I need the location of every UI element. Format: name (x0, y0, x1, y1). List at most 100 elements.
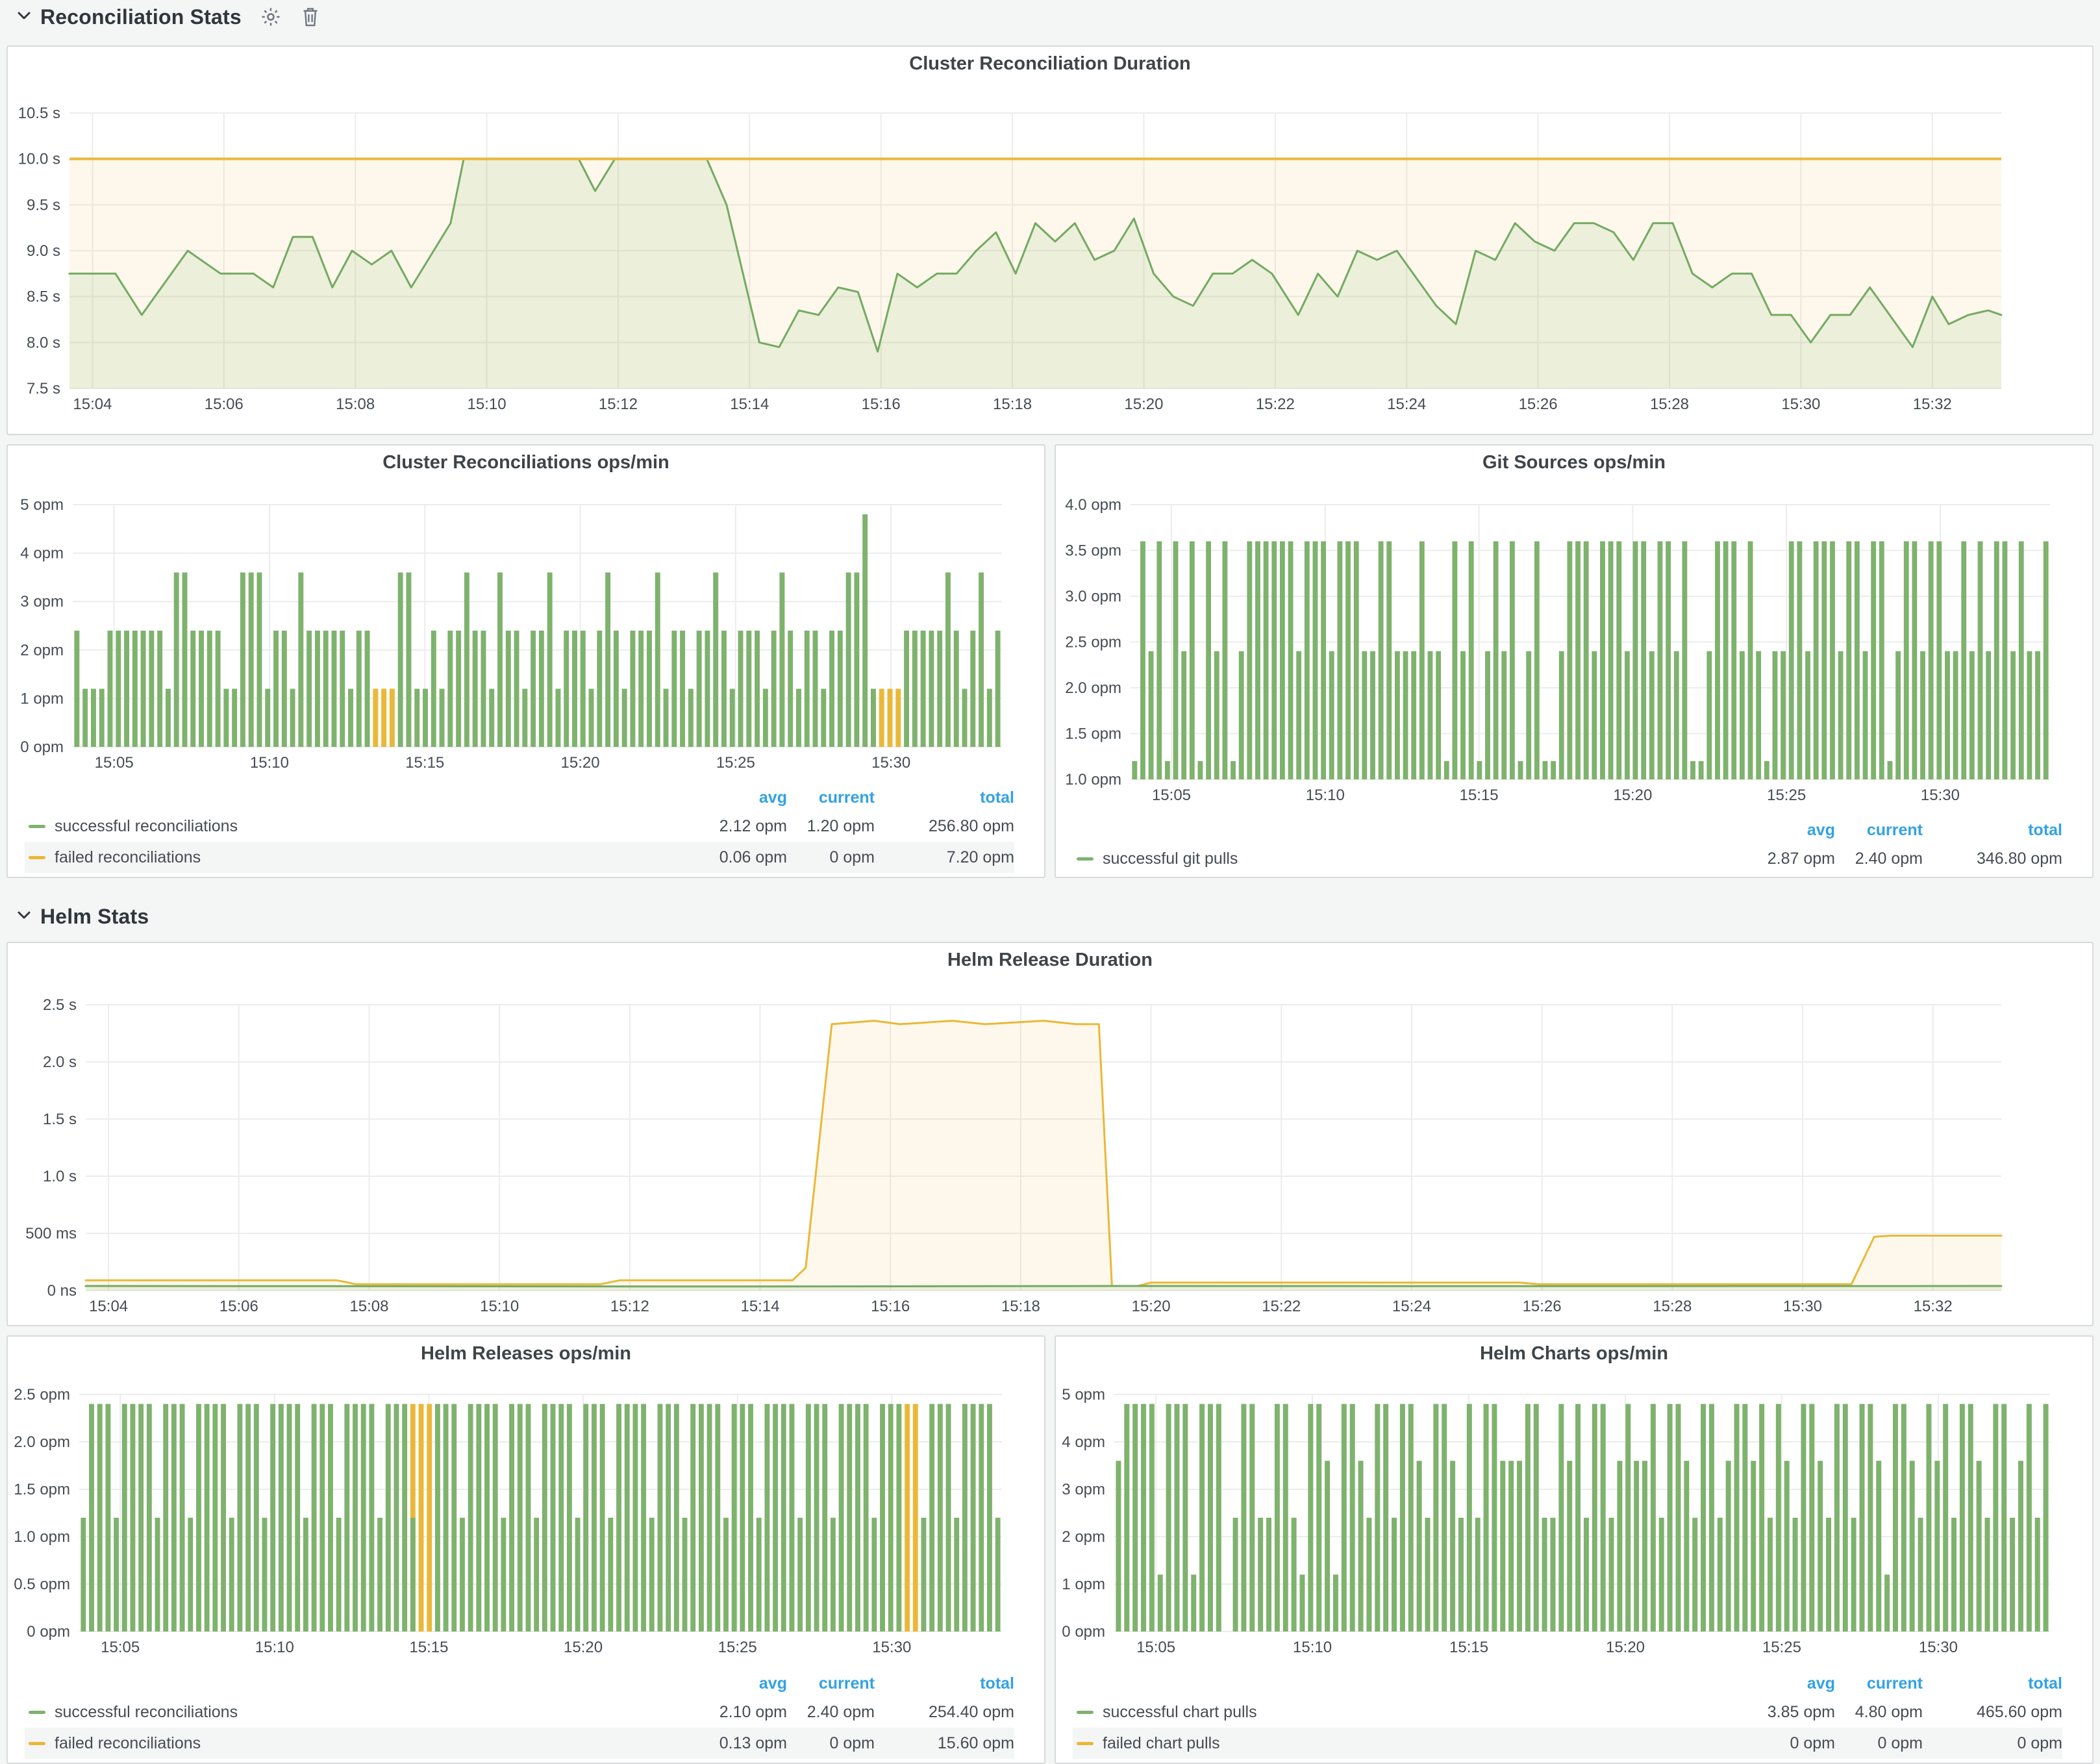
panel-title[interactable]: Helm Release Duration (947, 949, 1153, 970)
svg-text:15:14: 15:14 (740, 1298, 779, 1315)
legend-value-current: 0 opm (829, 848, 875, 866)
svg-text:15:30: 15:30 (1781, 396, 1820, 413)
legend-col-total[interactable]: total (2028, 820, 2062, 839)
svg-text:15:24: 15:24 (1387, 396, 1426, 413)
series-label[interactable]: failed reconciliations (55, 848, 201, 866)
legend-value-total: 346.80 opm (1976, 849, 2062, 868)
svg-text:15:30: 15:30 (871, 754, 910, 772)
legend-col-avg[interactable]: avg (758, 1674, 787, 1693)
legend-col-current[interactable]: current (818, 1674, 875, 1693)
svg-text:4 opm: 4 opm (20, 545, 64, 562)
series-label[interactable]: successful reconciliations (55, 816, 238, 835)
cluster-reconciliations-opm-chart[interactable]: 15:05 15:10 15:15 15:20 15:25 15:30 5 opm 4 opm… (8, 479, 1044, 782)
legend-col-total[interactable]: total (980, 788, 1014, 807)
chevron-down-icon[interactable] (17, 11, 31, 23)
svg-text:10.0 s: 10.0 s (18, 151, 60, 168)
legend-col-current[interactable]: current (818, 788, 875, 807)
section-title[interactable]: Helm Stats (40, 904, 149, 928)
series-color-dash (1077, 1741, 1094, 1745)
svg-text:15:32: 15:32 (1913, 396, 1952, 413)
legend-value-avg: 2.10 opm (719, 1702, 787, 1721)
legend-value-avg: 3.85 opm (1767, 1702, 1835, 1721)
legend-col-total[interactable]: total (980, 1674, 1014, 1693)
svg-text:15:22: 15:22 (1262, 1298, 1301, 1315)
panel-title[interactable]: Helm Charts ops/min (1479, 1342, 1669, 1364)
series-label[interactable]: successful reconciliations (55, 1702, 238, 1721)
svg-text:2.5 s: 2.5 s (43, 996, 77, 1014)
svg-text:15:06: 15:06 (205, 396, 244, 413)
series-label[interactable]: failed reconciliations (55, 1733, 201, 1752)
svg-text:2.0 opm: 2.0 opm (14, 1433, 70, 1451)
legend-col-avg[interactable]: avg (1806, 1674, 1835, 1693)
legend-header: avg current total (1073, 1670, 2062, 1696)
series-color-dash (29, 1710, 45, 1714)
panel-title[interactable]: Cluster Reconciliations ops/min (382, 451, 669, 473)
git-sources-opm-chart[interactable]: 15:05 15:10 15:15 15:20 15:25 15:30 4.0 opm 3.5… (1056, 479, 2092, 814)
gear-icon[interactable] (260, 6, 282, 28)
legend-col-avg[interactable]: avg (1806, 820, 1835, 839)
series-color-dash (29, 824, 45, 828)
legend-value-current: 1.20 opm (806, 816, 875, 835)
trash-icon[interactable] (300, 6, 321, 28)
helm-release-duration-chart[interactable]: 15:04 15:06 15:08 15:10 15:12 15:14 15:16 15:18… (8, 977, 2092, 1328)
legend-row: successful git pulls 2.87 opm 2.40 opm 346.… (1073, 843, 2062, 874)
series-label[interactable]: successful chart pulls (1103, 1702, 1257, 1721)
svg-text:0 opm: 0 opm (20, 738, 64, 756)
svg-text:15:30: 15:30 (1783, 1298, 1822, 1315)
chevron-down-icon[interactable] (17, 911, 31, 923)
svg-text:3 opm: 3 opm (20, 593, 64, 611)
legend-value-current: 2.40 opm (1855, 849, 1923, 868)
panel-title[interactable]: Cluster Reconciliation Duration (909, 53, 1191, 74)
svg-text:15:25: 15:25 (718, 1639, 757, 1656)
svg-text:15:10: 15:10 (480, 1298, 519, 1315)
legend-value-total: 254.40 opm (928, 1702, 1014, 1721)
svg-text:8.0 s: 8.0 s (27, 334, 60, 351)
svg-text:15:28: 15:28 (1653, 1298, 1692, 1315)
svg-text:15:06: 15:06 (219, 1298, 258, 1315)
helm-charts-opm-chart[interactable]: 15:05 15:10 15:15 15:20 15:25 15:30 5 opm 4 opm… (1056, 1370, 2092, 1668)
legend-row: successful reconciliations 2.12 opm 1.20 o… (25, 811, 1014, 842)
panel-helm-charts-opm: Helm Charts ops/min 15:05 15:10 15:15 15:20… (1055, 1335, 2094, 1764)
helm-releases-opm-chart[interactable]: 15:05 15:10 15:15 15:20 15:25 15:30 2.5 opm 2.0… (8, 1370, 1044, 1668)
series-label[interactable]: successful git pulls (1103, 849, 1238, 868)
svg-text:15:30: 15:30 (1919, 1639, 1958, 1656)
svg-text:0.5 opm: 0.5 opm (14, 1576, 70, 1593)
svg-text:15:05: 15:05 (95, 754, 134, 772)
series-color-dash (29, 855, 45, 859)
legend-col-current[interactable]: current (1866, 1674, 1923, 1693)
legend-row: failed reconciliations 0.13 opm 0 opm 15.60… (25, 1728, 1014, 1759)
legend-col-total[interactable]: total (2028, 1674, 2062, 1693)
legend: avg current total successful reconciliation… (8, 785, 1044, 873)
svg-text:15:10: 15:10 (250, 754, 289, 772)
svg-text:7.5 s: 7.5 s (27, 380, 60, 397)
svg-text:15:10: 15:10 (255, 1639, 294, 1656)
legend: avg current total successful reconciliation… (8, 1670, 1044, 1759)
legend-value-total: 0 opm (2017, 1733, 2062, 1752)
legend-col-avg[interactable]: avg (758, 788, 787, 807)
svg-text:15:12: 15:12 (599, 396, 638, 413)
series-label[interactable]: failed chart pulls (1103, 1733, 1220, 1752)
svg-text:0 opm: 0 opm (27, 1623, 70, 1641)
section-helm-stats: Helm Stats (0, 900, 149, 933)
cluster-reconciliation-duration-chart[interactable]: 15:04 15:06 15:08 15:10 15:12 15:14 15:16 15:18… (8, 81, 2092, 434)
svg-text:15:05: 15:05 (101, 1639, 140, 1656)
series-color-dash (1077, 857, 1094, 861)
svg-text:15:26: 15:26 (1523, 1298, 1562, 1315)
legend-col-current[interactable]: current (1866, 820, 1923, 839)
legend-value-current: 0 opm (829, 1733, 875, 1752)
section-title[interactable]: Reconciliation Stats (40, 5, 242, 29)
legend-value-avg: 2.87 opm (1767, 849, 1835, 868)
svg-text:9.0 s: 9.0 s (27, 242, 60, 260)
svg-text:15:20: 15:20 (561, 754, 600, 772)
panel-git-sources-opm: Git Sources ops/min 15:05 15:10 15:15 15:20… (1055, 444, 2094, 878)
section-reconciliation-stats: Reconciliation Stats (0, 0, 321, 34)
svg-text:15:28: 15:28 (1650, 396, 1689, 413)
svg-text:15:20: 15:20 (1124, 396, 1163, 413)
legend-value-avg: 0 opm (1790, 1733, 1835, 1752)
svg-text:15:05: 15:05 (1152, 787, 1191, 804)
svg-text:15:15: 15:15 (409, 1639, 448, 1656)
panel-helm-releases-opm: Helm Releases ops/min 15:05 15:10 15:15 15:… (6, 1335, 1045, 1764)
panel-title[interactable]: Git Sources ops/min (1482, 451, 1666, 473)
panel-title[interactable]: Helm Releases ops/min (421, 1342, 631, 1364)
